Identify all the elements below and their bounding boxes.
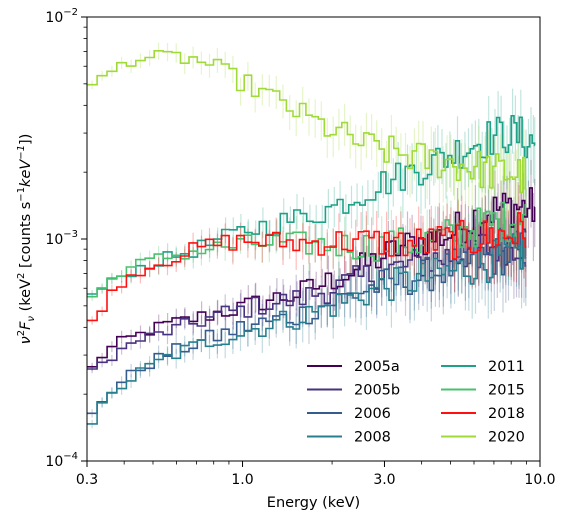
y-tick-label: 10−3 [45, 229, 78, 248]
y-axis-label: ν2Fν (keV2 [counts s−1keV−1]) [16, 134, 37, 345]
y-tick-label: 10−4 [45, 451, 78, 470]
x-tick-label: 1.0 [231, 472, 253, 488]
legend-label-2006: 2006 [354, 406, 391, 422]
legend: 2005a 2005b 2006 2008 2011 2015 2018 2020 [307, 359, 525, 446]
series-line-2006 [87, 230, 527, 415]
legend-label-2005b: 2005b [354, 383, 400, 399]
series-line-2020 [87, 50, 527, 194]
ticks-layer: 0.3 1.0 3.0 10.0 10−4 10−3 10−2 [45, 7, 555, 488]
legend-label-2020: 2020 [488, 430, 525, 446]
x-tick-label: 3.0 [373, 472, 395, 488]
series-layer [87, 50, 536, 425]
series-line-2005a [87, 187, 536, 368]
legend-label-2011: 2011 [488, 359, 525, 375]
series-line-2008 [87, 233, 527, 425]
legend-label-2018: 2018 [488, 406, 525, 422]
legend-label-2005a: 2005a [354, 359, 400, 375]
error-bars-layer [91, 42, 536, 429]
y-tick-label: 10−2 [45, 7, 78, 26]
x-axis-label: Energy (keV) [267, 495, 360, 511]
x-tick-label: 0.3 [76, 472, 98, 488]
series-line-2018 [87, 212, 527, 322]
legend-label-2015: 2015 [488, 383, 525, 399]
series-line-2005b [87, 227, 527, 370]
legend-label-2008: 2008 [354, 430, 391, 446]
x-tick-label: 10.0 [524, 472, 555, 488]
